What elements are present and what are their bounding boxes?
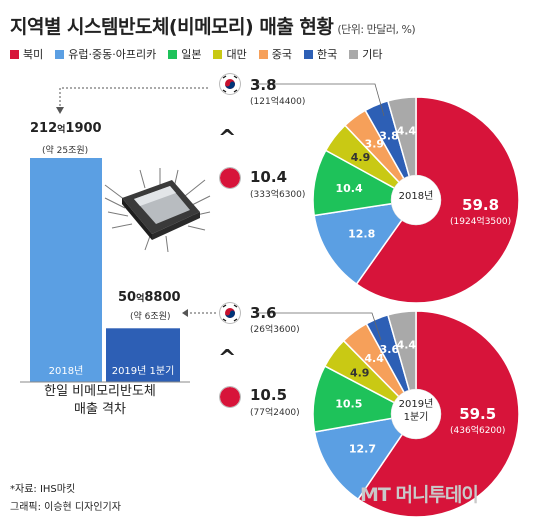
pie-1-label-3: 4.9 [350, 366, 370, 379]
pie-2018-center: 2018년 [398, 191, 434, 202]
japan-2018-amount: (333억6300) [250, 190, 306, 200]
legend-label: 한국 [316, 48, 338, 61]
pie-0-label-5: 3.8 [379, 129, 399, 142]
japan-2018-value: 10.4 [250, 168, 288, 186]
pie-0-label-4: 3.9 [365, 138, 385, 151]
pie-1-label-5: 3.6 [380, 343, 400, 356]
bar-0 [30, 158, 102, 382]
legend-label: 기타 [362, 48, 383, 61]
japan-flag-icon [220, 168, 240, 188]
graphic-credit: 그래픽: 이승현 디자인기자 [10, 502, 121, 513]
leader-arrow-2019 [182, 309, 188, 317]
korea-flag-icon [220, 74, 240, 94]
bar-label-1: 2019년 1분기 [112, 365, 175, 377]
pie-1-slice-2 [312, 365, 419, 433]
korea-leader-2019 [256, 312, 382, 341]
pie-2019-na-label: 59.5 (436억6200) [450, 405, 506, 436]
bar-caption: 한일 비메모리반도체 매출 격차 [44, 384, 156, 417]
leader-arrow-2018 [56, 107, 64, 114]
pie-0-label-3: 4.9 [351, 151, 371, 164]
japan-2019-value: 10.5 [250, 386, 288, 404]
bar-2019-sub: (약 6조원) [130, 312, 171, 322]
source-note: *자료: IHS마킷 [10, 484, 76, 495]
pie-0-hole [390, 174, 442, 226]
title-text: 지역별 시스템반도체(비메모리) 매출 현황 [10, 16, 334, 38]
bar-label-0: 2018년 [49, 365, 84, 377]
bar-1 [106, 328, 180, 382]
pie-1-label-6: 4.4 [397, 339, 417, 352]
pie-0-label-1: 12.8 [348, 228, 375, 241]
leader-line-2018 [59, 87, 210, 110]
legend-swatch [303, 49, 313, 59]
legend-item: 일본 [168, 46, 201, 62]
legend-item: 유럽·중동·아프리카 [55, 46, 156, 62]
japan-2019-amount: (77억2400) [250, 408, 300, 418]
korea-2019-value: 3.6 [250, 304, 277, 322]
korea-flag-icon [220, 303, 240, 323]
japan-flag-icon [220, 387, 240, 407]
legend-item: 중국 [258, 46, 292, 62]
unit-text: (단위: 만달러, %) [337, 23, 416, 36]
legend-label: 대만 [226, 48, 247, 61]
publisher-logo: MT 머니투데이 [360, 484, 479, 506]
pie-1-label-4: 4.4 [364, 352, 384, 365]
pie-2019-center: 2019년 1분기 [398, 399, 434, 423]
pie-1-label-2: 10.5 [335, 398, 362, 411]
pie-2018-na-label: 59.8 (1924억3500) [450, 196, 512, 227]
chart-title: 지역별 시스템반도체(비메모리) 매출 현황 (단위: 만달러, %) [10, 12, 416, 39]
legend-item: 북미 [10, 46, 43, 62]
pie-1-slice-6 [386, 310, 417, 415]
legend-swatch [349, 49, 359, 59]
legend-swatch [168, 49, 178, 59]
pie-1-label-1: 12.7 [349, 443, 376, 456]
legend-label: 중국 [271, 48, 292, 61]
legend-swatch [55, 49, 65, 59]
chip-illustration [104, 168, 211, 253]
legend-item: 대만 [213, 46, 247, 62]
bar-2018-sub: (약 25조원) [42, 146, 89, 156]
korea-2018-value: 3.8 [250, 76, 277, 94]
legend-item: 한국 [303, 46, 338, 62]
legend-item: 기타 [349, 46, 382, 62]
bar-2018-value: 212억1900 [30, 121, 102, 136]
legend-swatch [258, 49, 268, 59]
pie-1-hole [390, 388, 442, 440]
pie-0-label-2: 10.4 [335, 182, 362, 195]
legend-swatch [10, 49, 19, 59]
pie-1-slice-1 [313, 412, 418, 501]
legend-swatch [213, 49, 223, 59]
legend: 북미 유럽·중동·아프리카 일본 대만 중국 한국 기타 [10, 46, 382, 62]
legend-label: 북미 [23, 48, 44, 61]
pie-0-slice-6 [386, 96, 417, 201]
legend-label: 일본 [181, 48, 202, 61]
legend-label: 유럽·중동·아프리카 [68, 48, 157, 61]
caret-2019: ^ [218, 346, 237, 371]
pie-0-label-6: 4.4 [397, 125, 417, 138]
caret-2018: ^ [218, 126, 237, 151]
korea-2019-amount: (26억3600) [250, 325, 300, 335]
korea-2018-amount: (121억4400) [250, 97, 306, 107]
korea-leader-2018 [256, 83, 385, 117]
bar-2019-value: 50억8800 [118, 290, 181, 305]
pie-0-slice-1 [313, 198, 418, 286]
